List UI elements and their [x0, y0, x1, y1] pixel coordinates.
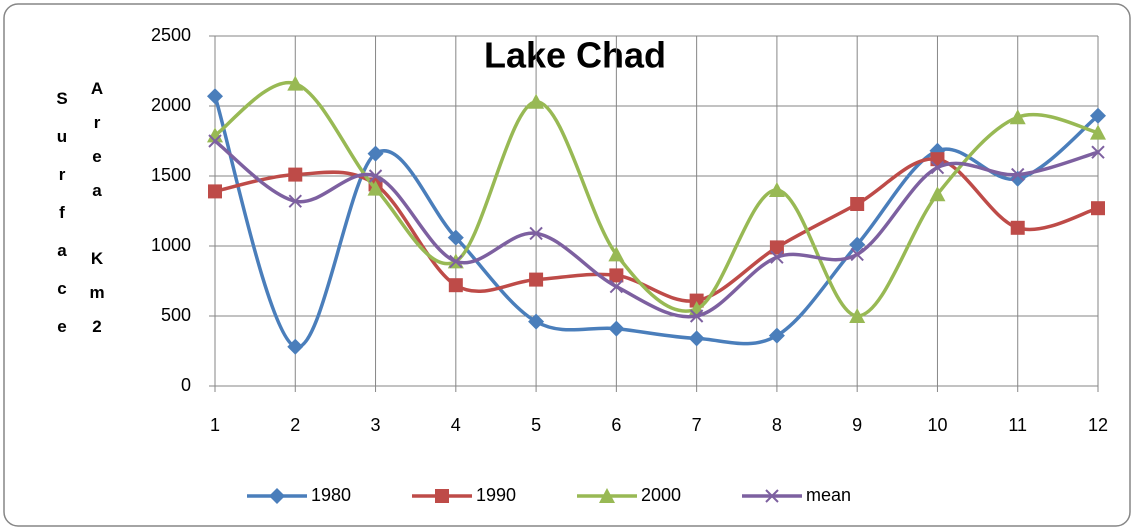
chart-title: Lake Chad [484, 35, 666, 76]
legend-item: mean [742, 485, 851, 505]
marker [930, 160, 945, 175]
marker [850, 197, 865, 211]
legend-label: mean [806, 485, 851, 505]
marker [368, 169, 383, 183]
x-tick-label: 7 [692, 415, 702, 435]
x-tick-label: 8 [772, 415, 782, 435]
marker [367, 180, 384, 196]
legend-marker [435, 489, 449, 503]
marker [288, 167, 303, 182]
marker [207, 88, 223, 105]
legend-marker [269, 488, 285, 504]
marker [1090, 124, 1106, 140]
legend-item: 1980 [247, 485, 351, 505]
legend-label: 1980 [311, 485, 351, 505]
x-tick-label: 1 [210, 415, 220, 435]
x-tick-label: 10 [927, 415, 947, 435]
marker [1090, 107, 1106, 124]
legend-marker [765, 489, 779, 503]
legend-label: 2000 [641, 485, 681, 505]
marker [529, 272, 544, 287]
y-tick-label: 2000 [151, 95, 191, 115]
x-tick-label: 3 [371, 415, 381, 435]
marker [929, 186, 946, 202]
x-tick-label: 5 [531, 415, 541, 435]
marker [609, 279, 624, 294]
x-tick-label: 12 [1088, 415, 1108, 435]
marker [768, 327, 785, 344]
legend-item: 1990 [412, 485, 516, 505]
y-tick-label: 2500 [151, 25, 191, 45]
marker [688, 330, 705, 347]
marker [769, 240, 784, 255]
y-tick-label: 1000 [151, 235, 191, 255]
marker [1091, 145, 1105, 159]
marker [689, 309, 704, 323]
marker [447, 229, 464, 246]
x-tick-label: 4 [451, 415, 461, 435]
marker [529, 226, 543, 241]
marker [288, 194, 302, 208]
y-tick-label: 1500 [151, 165, 191, 185]
marker [850, 247, 864, 262]
marker [208, 134, 222, 148]
marker [849, 236, 866, 253]
marker [1011, 167, 1025, 182]
marker [1009, 109, 1026, 125]
marker [770, 250, 784, 264]
marker [367, 145, 384, 162]
legend-marker [599, 488, 615, 503]
marker [528, 93, 545, 109]
marker [287, 338, 304, 355]
marker [1091, 201, 1105, 216]
marker [768, 182, 785, 197]
marker [528, 313, 545, 330]
marker [448, 278, 463, 293]
marker [207, 127, 223, 143]
y-tick-label: 0 [181, 375, 191, 395]
marker [449, 254, 463, 269]
x-tick-label: 2 [290, 415, 300, 435]
legend-item: 2000 [577, 485, 681, 505]
x-tick-label: 9 [852, 415, 862, 435]
marker [1010, 220, 1025, 235]
marker [208, 184, 222, 199]
marker [287, 75, 304, 91]
x-tick-label: 6 [611, 415, 621, 435]
x-tick-label: 11 [1008, 415, 1027, 435]
y-tick-label: 500 [161, 305, 191, 325]
marker [689, 293, 704, 308]
legend-label: 1990 [476, 485, 516, 505]
chart-border [3, 3, 1131, 527]
marker [608, 246, 625, 262]
marker [609, 268, 624, 283]
marker [849, 308, 866, 323]
marker [608, 320, 625, 337]
